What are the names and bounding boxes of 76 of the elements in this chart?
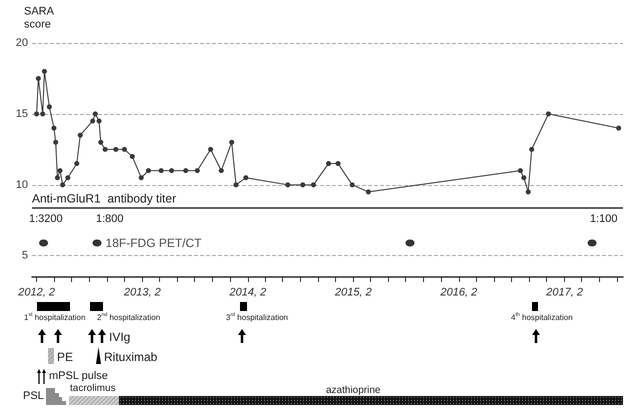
point [616, 126, 622, 131]
x-tick-label: 2017, 2 [545, 286, 583, 298]
point [310, 182, 316, 188]
point [208, 146, 214, 152]
x-tick-label: 2013, 2 [123, 286, 161, 298]
point [521, 175, 526, 180]
text: tacrolimus [70, 383, 116, 394]
point [74, 161, 80, 166]
point [122, 146, 127, 152]
point [96, 118, 102, 124]
point [326, 161, 332, 166]
point [406, 239, 415, 246]
point [98, 140, 104, 145]
text: PE [57, 350, 74, 364]
point [546, 111, 551, 116]
point [53, 140, 58, 145]
point [138, 175, 144, 180]
ref-line-label: Anti-mGluR1 antibody titer [32, 192, 176, 206]
y-tick-label: 15 [16, 108, 28, 120]
point [169, 168, 174, 174]
point [92, 111, 98, 116]
point [183, 168, 188, 174]
x-tick-label: 2014, 2 [228, 286, 266, 298]
point [58, 168, 63, 174]
text: Rituximab [104, 350, 158, 364]
point [229, 140, 234, 145]
x-tick-label: 2016, 2 [440, 286, 478, 298]
text: azathioprine [326, 385, 380, 396]
text: 1$^{st}$ hospitalization [24, 312, 86, 322]
text: 4$^{th}$ hospitalization [511, 312, 573, 322]
text: 2$^{nd}$ hospitalization [97, 312, 160, 322]
point [130, 154, 135, 159]
text: IVIg [109, 330, 130, 344]
text: 3$^{rd}$ hospitalization [226, 312, 288, 322]
y-tick-label: 5 [22, 250, 28, 262]
point [588, 239, 597, 246]
text: PSL [23, 390, 44, 402]
x-tick-label: 2012, 2 [17, 286, 55, 298]
point [526, 189, 531, 194]
point [194, 168, 200, 174]
point [158, 168, 164, 174]
text: mPSL pulse [49, 370, 108, 382]
series-label: 18F-FDG PET/CT [106, 236, 202, 250]
annotation: 1:3200 [29, 213, 63, 225]
point [78, 132, 83, 138]
point [146, 168, 151, 174]
y-tick-label: 10 [16, 178, 28, 191]
point [366, 189, 371, 194]
point [60, 182, 66, 188]
point [34, 111, 40, 116]
point [336, 161, 341, 166]
point [113, 146, 118, 152]
point [51, 126, 56, 131]
point [218, 168, 224, 174]
point [46, 104, 52, 110]
point [65, 175, 70, 180]
x-tick-label: 2015, 2 [334, 286, 372, 298]
point [300, 182, 306, 188]
point [243, 175, 248, 180]
point [350, 182, 355, 188]
point [90, 118, 96, 124]
point [102, 146, 108, 152]
point [92, 239, 102, 246]
point [529, 146, 534, 152]
point [518, 168, 523, 174]
point [42, 68, 47, 74]
y-tick-label: 20 [16, 37, 28, 49]
y-axis-title: SARA score [24, 6, 55, 30]
point [54, 175, 60, 180]
point [36, 76, 41, 81]
annotation: 1:800 [96, 213, 124, 225]
point [285, 182, 290, 188]
annotation: 1:100 [590, 213, 618, 225]
point [40, 111, 46, 116]
point [39, 239, 48, 246]
point [234, 182, 239, 188]
